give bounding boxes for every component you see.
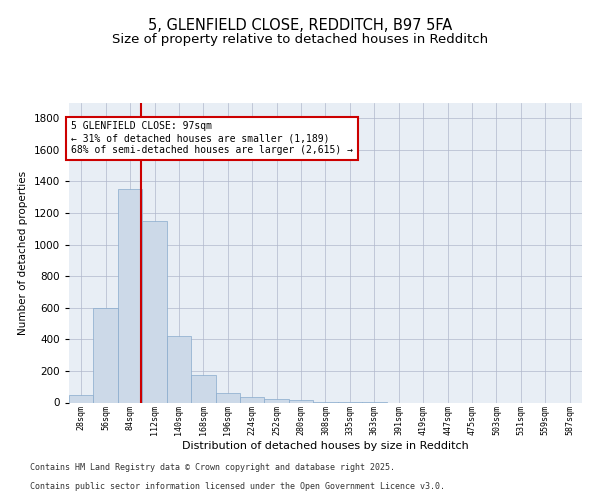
Bar — [142, 221, 167, 402]
X-axis label: Distribution of detached houses by size in Redditch: Distribution of detached houses by size … — [182, 441, 469, 451]
Text: Contains public sector information licensed under the Open Government Licence v3: Contains public sector information licen… — [30, 482, 445, 491]
Bar — [289, 400, 313, 402]
Bar — [265, 398, 289, 402]
Bar — [240, 397, 265, 402]
Text: Size of property relative to detached houses in Redditch: Size of property relative to detached ho… — [112, 32, 488, 46]
Bar — [69, 394, 94, 402]
Bar — [118, 190, 142, 402]
Bar — [191, 375, 215, 402]
Text: 5 GLENFIELD CLOSE: 97sqm
← 31% of detached houses are smaller (1,189)
68% of sem: 5 GLENFIELD CLOSE: 97sqm ← 31% of detach… — [71, 122, 353, 154]
Bar — [215, 393, 240, 402]
Bar — [167, 336, 191, 402]
Text: 5, GLENFIELD CLOSE, REDDITCH, B97 5FA: 5, GLENFIELD CLOSE, REDDITCH, B97 5FA — [148, 18, 452, 32]
Text: Contains HM Land Registry data © Crown copyright and database right 2025.: Contains HM Land Registry data © Crown c… — [30, 464, 395, 472]
Y-axis label: Number of detached properties: Number of detached properties — [18, 170, 28, 334]
Bar — [94, 308, 118, 402]
